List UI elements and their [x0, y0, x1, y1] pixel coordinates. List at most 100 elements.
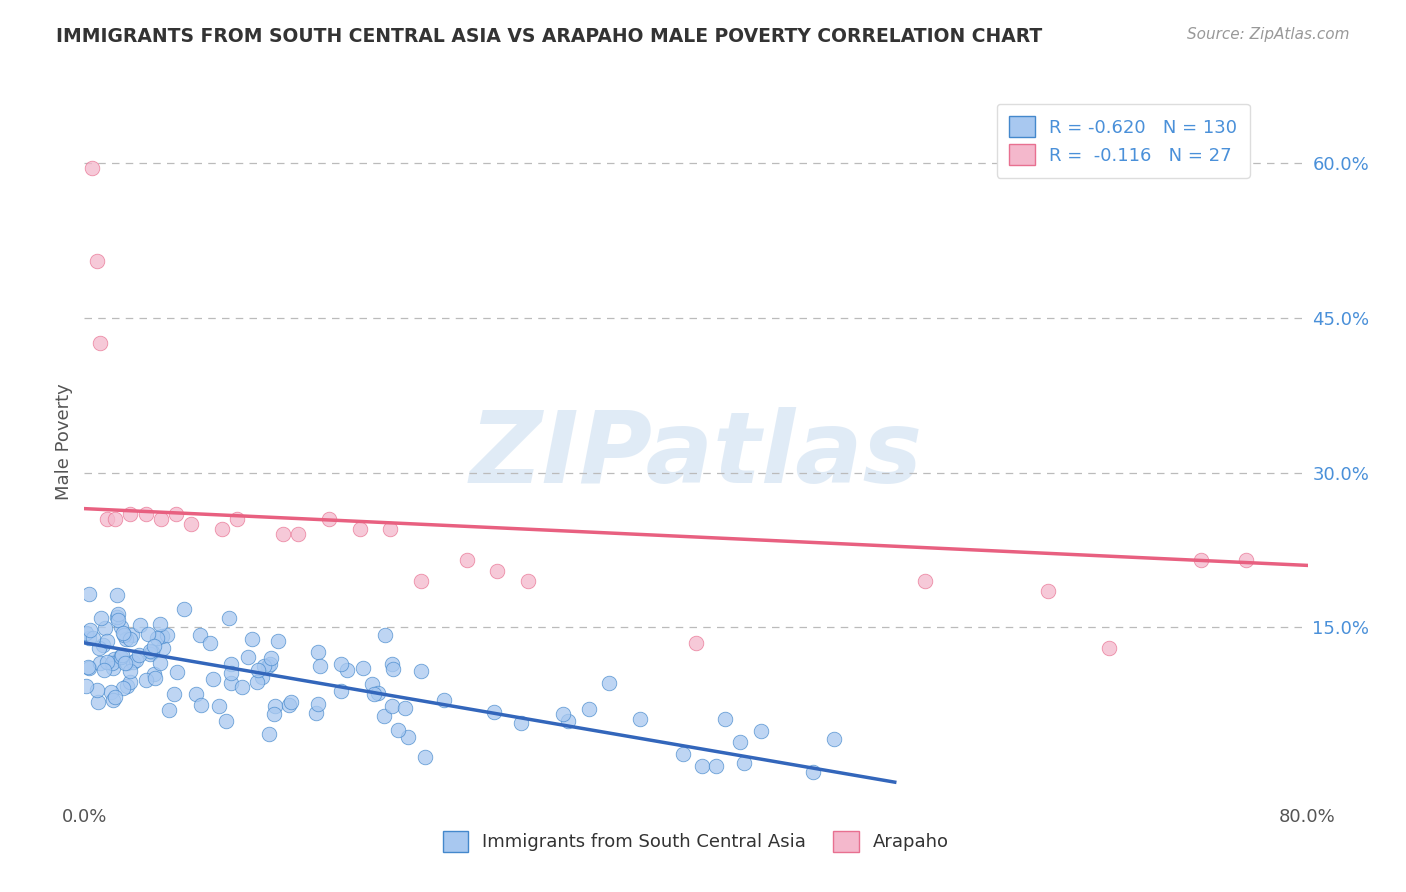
Point [125, 653, 148, 667]
Point [96, 512, 118, 526]
Point [409, 665, 432, 679]
Point [93, 639, 115, 653]
Point [218, 611, 240, 625]
Point [157, 703, 180, 717]
Legend: Immigrants from South Central Asia, Arapaho: Immigrants from South Central Asia, Arap… [436, 823, 956, 859]
Point [77, 661, 100, 675]
Point [329, 683, 352, 698]
Point [79, 623, 101, 637]
Point [308, 659, 330, 673]
Point [352, 661, 374, 675]
Point [108, 650, 131, 665]
Point [304, 706, 326, 720]
Point [801, 764, 824, 779]
Point [704, 759, 727, 773]
Point [136, 627, 159, 641]
Point [751, 724, 773, 739]
Point [253, 658, 276, 673]
Point [142, 666, 165, 681]
Point [77, 632, 100, 646]
Point [139, 643, 162, 657]
Point [509, 716, 531, 731]
Point [367, 686, 389, 700]
Point [90, 611, 112, 625]
Point [380, 522, 402, 536]
Text: IMMIGRANTS FROM SOUTH CENTRAL ASIA VS ARAPAHO MALE POVERTY CORRELATION CHART: IMMIGRANTS FROM SOUTH CENTRAL ASIA VS AR… [56, 27, 1042, 45]
Point [914, 574, 936, 588]
Point [110, 650, 132, 665]
Point [89, 657, 111, 671]
Point [150, 629, 173, 643]
Point [433, 693, 456, 707]
Point [278, 698, 301, 713]
Point [398, 730, 420, 744]
Text: Source: ZipAtlas.com: Source: ZipAtlas.com [1187, 27, 1350, 42]
Point [219, 665, 242, 680]
Point [80, 161, 103, 175]
Point [121, 627, 143, 641]
Point [267, 633, 290, 648]
Point [89, 336, 111, 351]
Point [135, 507, 157, 521]
Point [101, 656, 124, 670]
Point [823, 731, 845, 746]
Point [236, 649, 259, 664]
Point [198, 636, 221, 650]
Point [107, 607, 129, 621]
Point [128, 648, 150, 662]
Point [101, 692, 124, 706]
Point [100, 685, 122, 699]
Point [256, 659, 278, 673]
Point [114, 632, 136, 647]
Point [271, 527, 294, 541]
Point [307, 698, 329, 712]
Point [139, 647, 162, 661]
Point [387, 723, 409, 737]
Point [263, 699, 285, 714]
Point [141, 645, 163, 659]
Point [173, 602, 195, 616]
Point [484, 705, 506, 719]
Point [373, 709, 395, 723]
Point [110, 619, 132, 633]
Point [246, 674, 269, 689]
Point [551, 706, 574, 721]
Point [628, 712, 651, 726]
Point [685, 636, 707, 650]
Point [152, 640, 174, 655]
Point [318, 512, 340, 526]
Point [96, 655, 118, 669]
Point [149, 616, 172, 631]
Point [142, 639, 165, 653]
Point [146, 632, 169, 646]
Point [1236, 553, 1258, 567]
Point [409, 574, 432, 588]
Point [190, 698, 212, 712]
Point [112, 626, 135, 640]
Point [101, 661, 124, 675]
Point [1098, 640, 1121, 655]
Point [381, 699, 404, 714]
Point [77, 587, 100, 601]
Point [374, 628, 396, 642]
Point [76, 660, 98, 674]
Point [221, 657, 243, 672]
Point [104, 512, 127, 526]
Point [129, 617, 152, 632]
Point [103, 652, 125, 666]
Point [112, 628, 135, 642]
Point [250, 670, 273, 684]
Point [149, 657, 172, 671]
Point [184, 687, 207, 701]
Point [86, 254, 108, 268]
Point [257, 727, 280, 741]
Point [93, 663, 115, 677]
Point [87, 640, 110, 655]
Point [226, 512, 249, 526]
Point [120, 507, 142, 521]
Point [557, 714, 579, 728]
Point [349, 522, 371, 536]
Point [263, 707, 285, 722]
Point [578, 702, 600, 716]
Point [516, 574, 538, 588]
